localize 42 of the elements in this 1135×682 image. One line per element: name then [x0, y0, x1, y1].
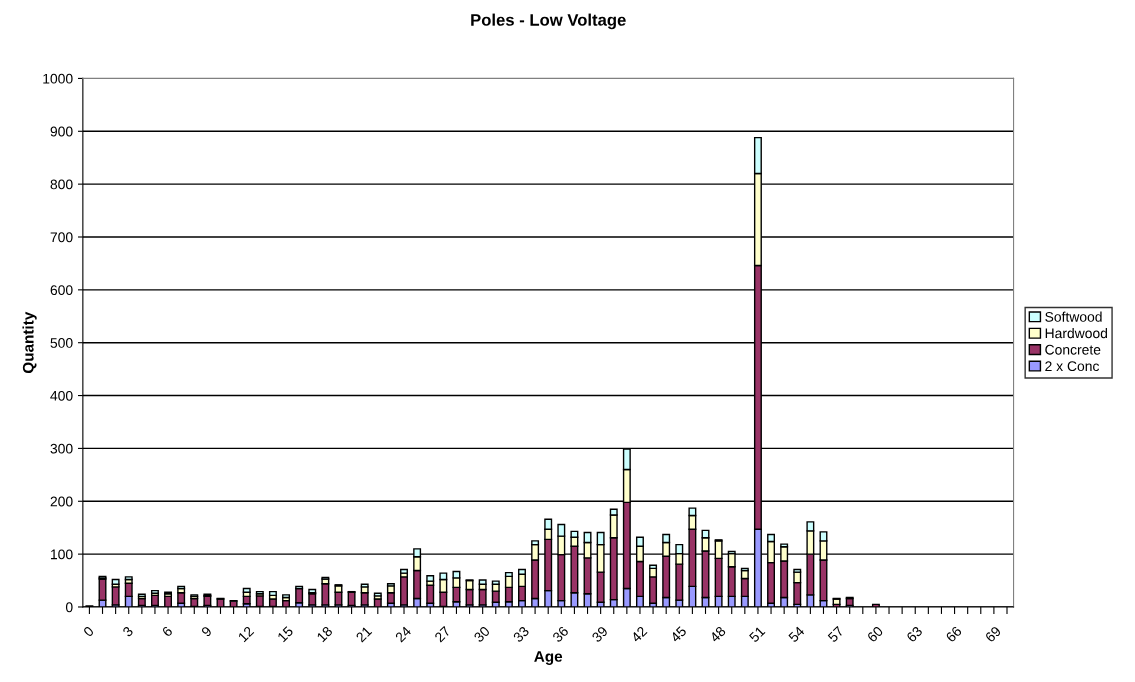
x-tick-label: 24 [394, 625, 412, 643]
legend-label: Concrete [1045, 344, 1101, 355]
x-tick-label: 45 [669, 625, 687, 643]
x-tick-label: 12 [237, 625, 255, 643]
y-tick-label: 200 [50, 496, 73, 507]
x-axis-title: Age [534, 651, 563, 665]
x-tick-label: 33 [512, 625, 530, 643]
y-tick-label: 800 [50, 179, 73, 190]
y-tick-label: 700 [50, 232, 73, 243]
x-tick-label: 9 [200, 625, 213, 638]
x-tick-label: 6 [161, 625, 173, 638]
x-tick-label: 66 [945, 625, 963, 643]
y-axis-title: Quantity [22, 311, 37, 374]
y-tick-label: 500 [50, 338, 73, 348]
x-tick-label: 57 [827, 625, 845, 643]
x-tick-label: 21 [355, 625, 373, 643]
x-tick-label: 3 [122, 625, 134, 638]
x-tick-label: 54 [787, 625, 806, 643]
y-tick-label: 900 [50, 126, 73, 137]
x-tick-label: 48 [709, 625, 727, 643]
x-tick-label: 27 [434, 625, 451, 643]
x-tick-label: 63 [905, 625, 923, 643]
x-tick-label: 36 [551, 625, 569, 643]
x-tick-label: 42 [630, 625, 648, 643]
x-tick-label: 51 [748, 625, 766, 643]
legend-label: 2 x Conc [1045, 361, 1100, 372]
y-tick-label: 100 [51, 549, 73, 560]
legend-label: Hardwood [1045, 328, 1108, 339]
x-tick-label: 18 [316, 625, 334, 643]
legend-label: Softwood [1045, 311, 1102, 322]
x-tick-label: 39 [591, 625, 609, 643]
x-tick-label: 15 [277, 625, 294, 643]
y-tick-label: 300 [50, 443, 73, 454]
x-tick-label: 30 [473, 625, 491, 643]
x-tick-label: 60 [866, 625, 884, 643]
x-tick-label: 0 [82, 625, 95, 638]
y-tick-label: 0 [65, 602, 73, 613]
x-tick-label: 69 [984, 625, 1002, 643]
y-tick-label: 1000 [43, 73, 73, 84]
y-tick-label: 600 [50, 285, 73, 296]
y-tick-label: 400 [50, 390, 73, 401]
chart-title: Poles - Low Voltage [471, 13, 626, 30]
